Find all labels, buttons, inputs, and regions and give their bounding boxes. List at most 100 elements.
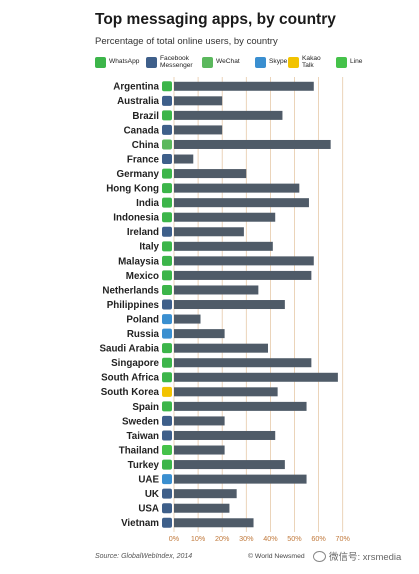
country-label: Ireland xyxy=(127,227,159,238)
bar xyxy=(174,125,223,135)
whatsapp-icon xyxy=(162,459,172,470)
country-label: Germany xyxy=(117,169,160,180)
messenger-icon xyxy=(162,517,172,528)
bar xyxy=(174,387,278,397)
line-icon xyxy=(336,56,347,68)
bar xyxy=(174,198,309,208)
bar-chart: 0% 10% 20% 30% 40% 50% 60% 70% Argentina Australi… xyxy=(99,77,351,543)
country-label: Poland xyxy=(126,314,159,325)
legend-item-facebook-messenger: Facebook Messenger xyxy=(146,52,193,72)
bar xyxy=(174,300,285,310)
bar xyxy=(174,343,268,353)
whatsapp-icon xyxy=(95,56,106,68)
legend-item-whatsapp: WhatsApp xyxy=(95,52,139,72)
legend: WhatsApp Facebook Messenger WeChat Skype Kak… xyxy=(95,52,415,72)
country-label: Canada xyxy=(124,125,160,136)
whatsapp-icon xyxy=(162,401,172,412)
country-label: Taiwan xyxy=(127,431,159,442)
x-tick-label: 10% xyxy=(191,534,206,543)
messenger-icon xyxy=(162,124,172,135)
bar xyxy=(174,401,307,411)
messenger-icon xyxy=(162,95,172,106)
country-label: Sweden xyxy=(122,416,159,427)
messenger-icon xyxy=(162,503,172,514)
country-label: Indonesia xyxy=(113,213,159,224)
country-label: Argentina xyxy=(113,82,159,93)
whatsapp-icon xyxy=(162,255,172,266)
bar xyxy=(174,489,237,499)
whatsapp-icon xyxy=(162,110,172,121)
skype-icon xyxy=(162,474,172,485)
bar xyxy=(174,445,225,455)
messenger-icon xyxy=(146,56,157,68)
whatsapp-icon xyxy=(162,284,172,295)
whatsapp-icon xyxy=(162,270,172,281)
whatsapp-icon xyxy=(162,197,172,208)
kakaotalk-icon xyxy=(162,386,172,397)
x-tick-label: 0% xyxy=(169,534,180,543)
x-tick-label: 20% xyxy=(215,534,230,543)
wechat-icon xyxy=(162,139,172,150)
credit-note: © World Newsmed xyxy=(248,553,305,560)
bar xyxy=(174,183,300,193)
legend-item-skype: Skype xyxy=(255,52,287,72)
x-tick-label: 60% xyxy=(311,534,326,543)
country-label: Russia xyxy=(127,329,160,340)
legend-label: WeChat xyxy=(216,58,240,66)
bar xyxy=(174,227,244,237)
legend-label: Kakao Talk xyxy=(302,54,321,70)
bar xyxy=(174,81,314,91)
x-tick-label: 70% xyxy=(336,534,351,543)
bar xyxy=(174,474,307,484)
whatsapp-icon xyxy=(162,81,172,92)
chart-subtitle: Percentage of total online users, by cou… xyxy=(95,36,278,47)
whatsapp-icon xyxy=(162,241,172,252)
country-label: Mexico xyxy=(126,271,159,282)
country-label: Saudi Arabia xyxy=(99,344,159,355)
country-label: UK xyxy=(145,489,159,500)
bar xyxy=(174,372,338,382)
country-label: USA xyxy=(138,504,159,515)
country-label: South Korea xyxy=(101,387,160,398)
country-label: Singapore xyxy=(111,358,159,369)
wechat-icon xyxy=(202,56,213,68)
watermark: 微信号: xrsmedia xyxy=(313,549,401,563)
wechat-watermark-icon xyxy=(313,550,326,562)
country-label: South Africa xyxy=(101,373,159,384)
whatsapp-icon xyxy=(162,168,172,179)
bar xyxy=(174,416,225,426)
bar xyxy=(174,358,312,368)
whatsapp-icon xyxy=(162,343,172,354)
country-label: Thailand xyxy=(119,445,159,456)
legend-label: Skype xyxy=(269,58,288,66)
bar xyxy=(174,169,247,179)
bar xyxy=(174,460,285,470)
country-label: Philippines xyxy=(107,300,160,311)
bar xyxy=(174,241,273,251)
country-label: France xyxy=(127,154,160,165)
whatsapp-icon xyxy=(162,357,172,368)
country-label: Vietnam xyxy=(121,518,159,529)
country-label: Hong Kong xyxy=(106,184,159,195)
legend-label: WhatsApp xyxy=(109,58,140,66)
country-label: Brazil xyxy=(132,111,159,122)
messenger-icon xyxy=(162,415,172,426)
chart-title: Top messaging apps, by country xyxy=(95,11,336,28)
country-label: Turkey xyxy=(128,460,160,471)
bar xyxy=(174,503,230,513)
skype-icon xyxy=(162,328,172,339)
country-label: Netherlands xyxy=(102,285,159,296)
x-tick-label: 50% xyxy=(287,534,302,543)
country-label: India xyxy=(136,198,159,209)
country-label: China xyxy=(132,140,160,151)
skype-icon xyxy=(162,314,172,325)
bar xyxy=(174,329,225,339)
bar xyxy=(174,212,276,222)
messenger-icon xyxy=(162,154,172,165)
bar xyxy=(174,154,194,164)
legend-item-kakao-talk: Kakao Talk xyxy=(288,52,321,72)
country-label: UAE xyxy=(138,475,159,486)
whatsapp-icon xyxy=(162,372,172,383)
country-label: Spain xyxy=(132,402,159,413)
bar xyxy=(174,96,223,106)
